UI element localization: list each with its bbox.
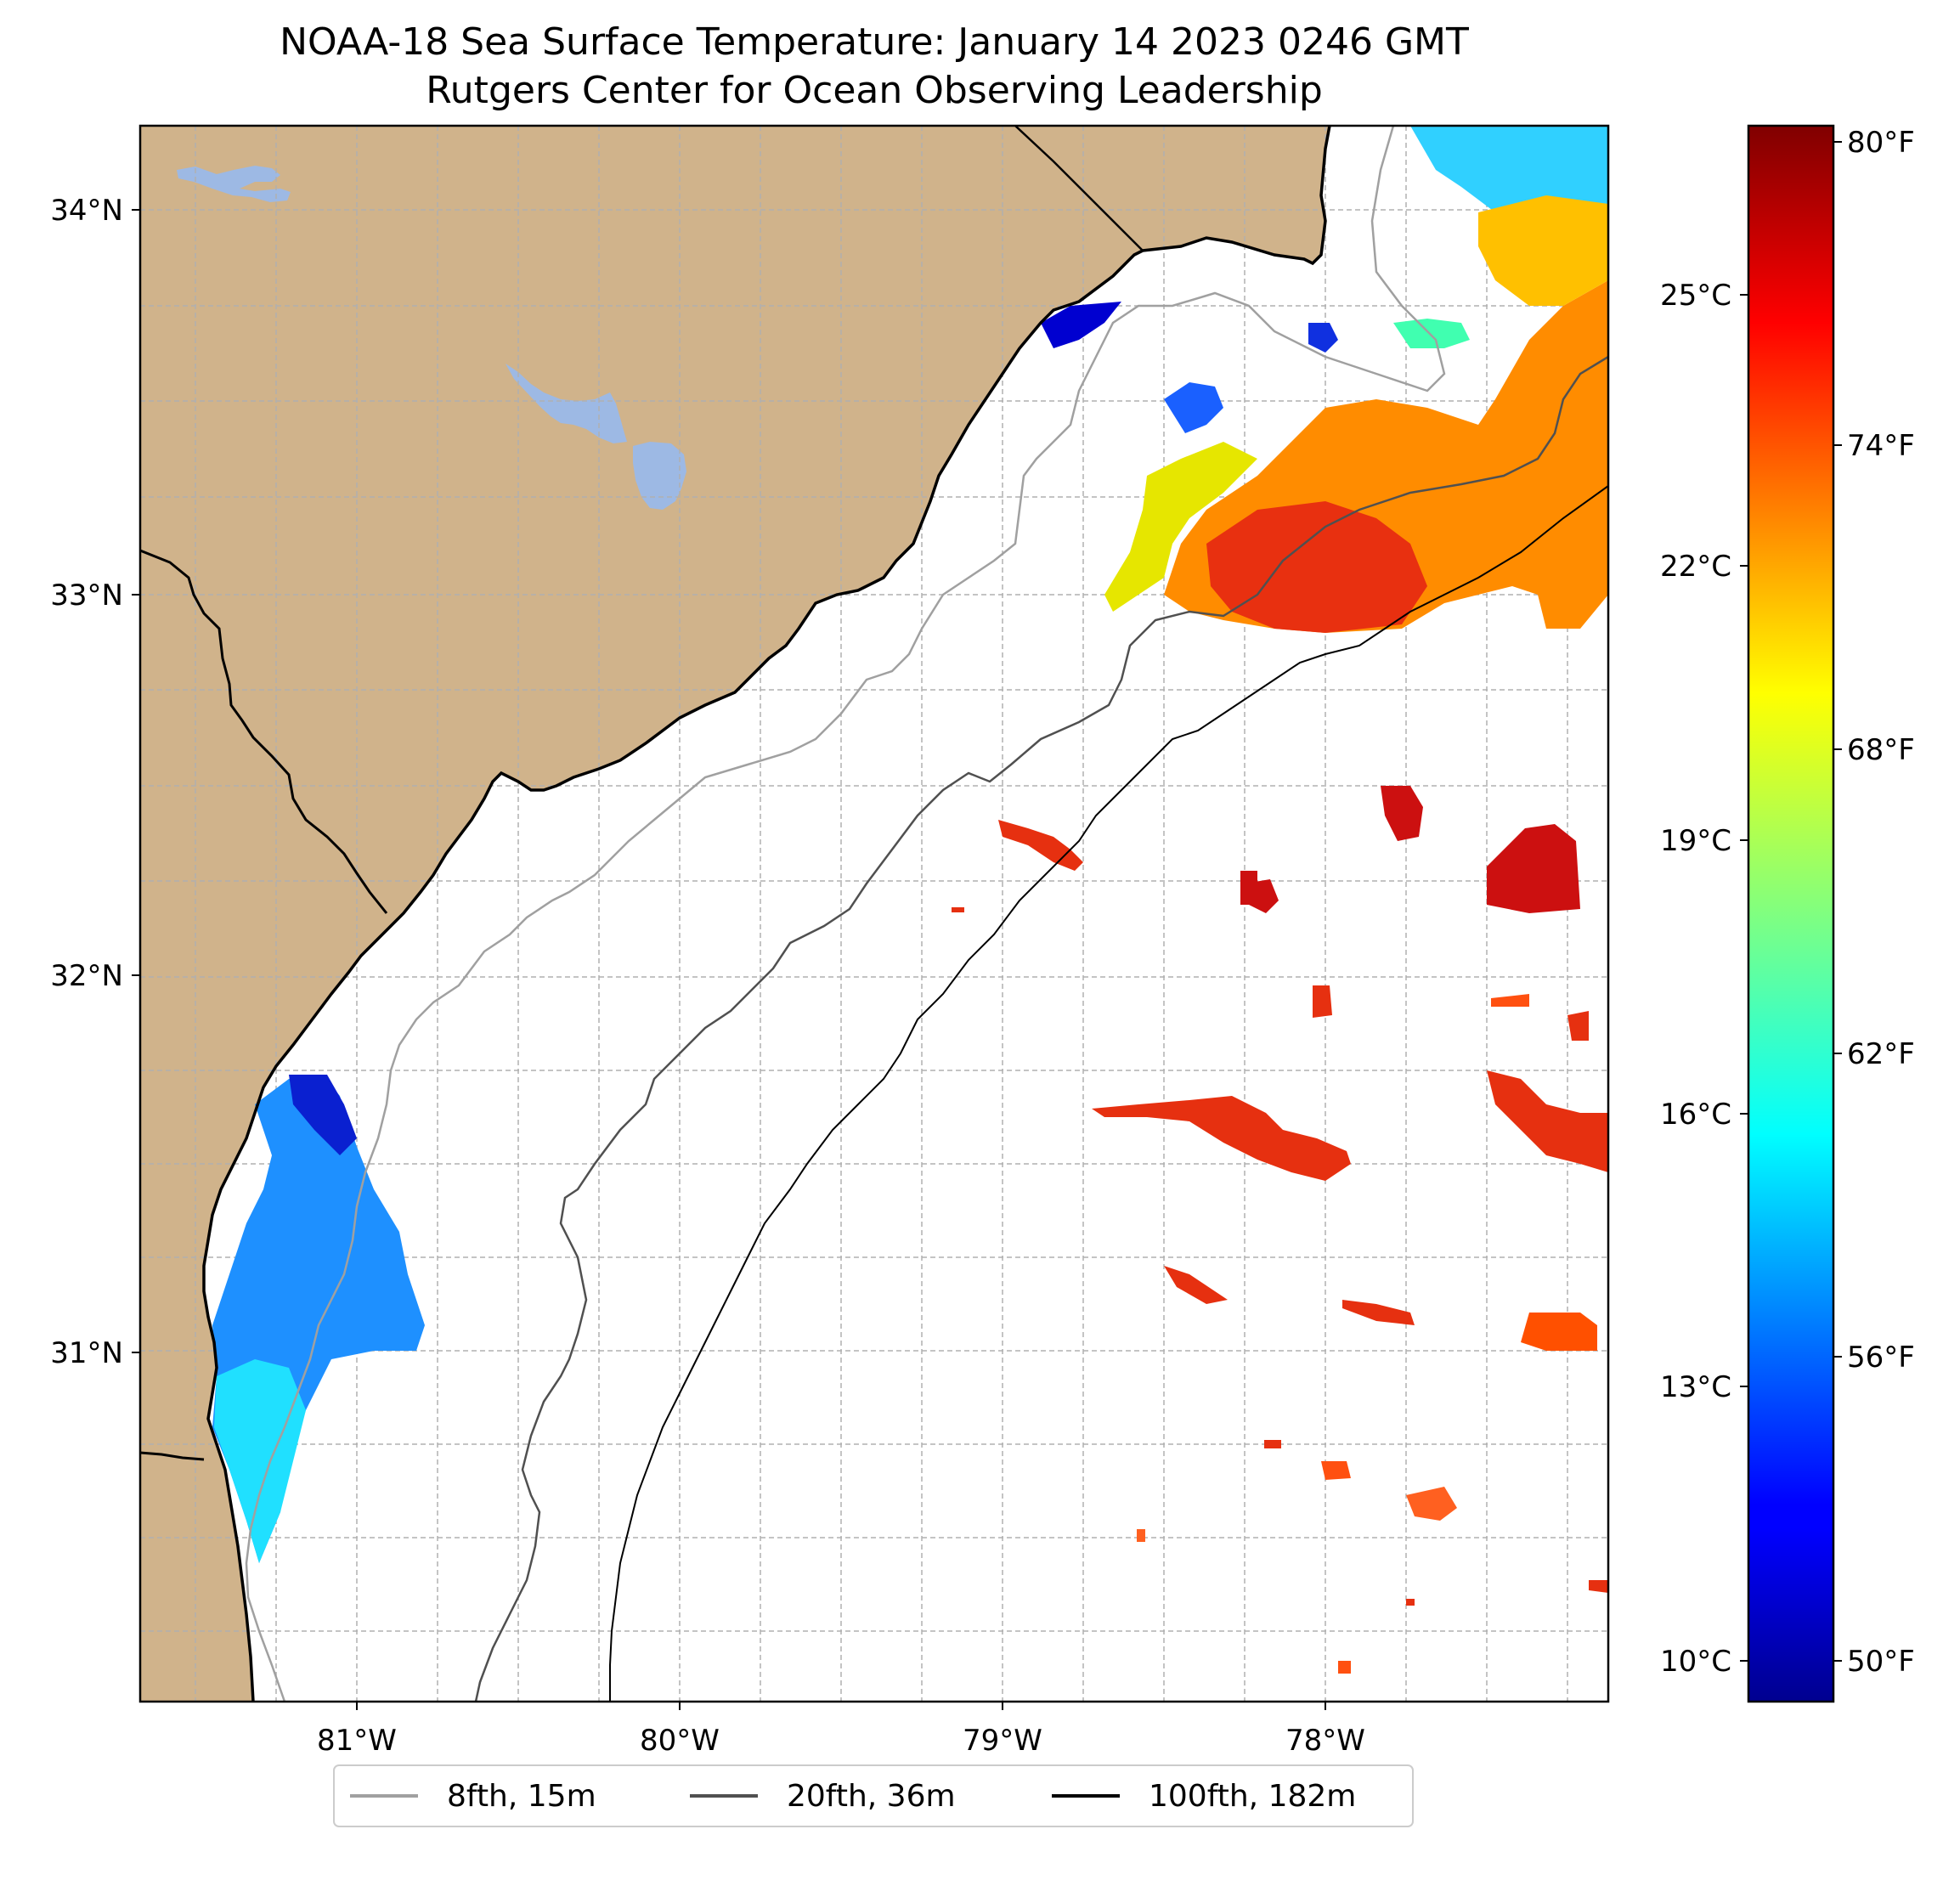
lat-tick-label: 32°N	[50, 959, 123, 993]
sst-patch-northeast-red	[1206, 501, 1427, 633]
state-border	[1014, 126, 1144, 251]
fahrenheit-tick-label: 62°F	[1847, 1037, 1915, 1071]
sst-patch-offshore-9	[1342, 1300, 1415, 1325]
sst-patch-offshore-11	[1406, 1487, 1457, 1521]
sst-data	[212, 126, 1608, 1674]
sst-patch-northeast-blue	[1164, 382, 1223, 433]
sst-patch-nearshore-north-2	[1308, 323, 1338, 353]
sst-patch-offshore-5	[1092, 1096, 1351, 1181]
lon-tick-label: 79°W	[963, 1724, 1042, 1758]
sst-patch-offshore-6	[1487, 1070, 1608, 1172]
lon-tick-label: 80°W	[640, 1724, 720, 1758]
map-title: NOAA-18 Sea Surface Temperature: January…	[280, 20, 1469, 64]
colorbar-celsius-ticks: 10°C 13°C 16°C 19°C 22°C 25°C	[1660, 279, 1748, 1679]
sst-patch-offshore-8	[1164, 1266, 1228, 1304]
map-frame	[138, 124, 1610, 1703]
sst-patch-southwest-cyan	[214, 1359, 306, 1563]
sst-patch-northeast-far	[1410, 126, 1608, 212]
sst-patch-offshore-16	[1338, 1661, 1351, 1674]
sst-patch-southwest-dark	[289, 1075, 357, 1155]
sst-patch-nearshore-north	[1041, 302, 1121, 348]
lon-tick-label: 81°W	[317, 1724, 397, 1758]
celsius-tick-label: 25°C	[1660, 279, 1731, 313]
sst-patch-offshore-13	[1491, 994, 1529, 1007]
lat-tick-label: 33°N	[50, 579, 123, 613]
fahrenheit-tick-label: 74°F	[1847, 429, 1915, 463]
colorbar-fahrenheit-ticks: 50°F 56°F 62°F 68°F 74°F 80°F	[1833, 126, 1915, 1679]
lat-tick-label: 31°N	[50, 1336, 123, 1370]
fahrenheit-tick-label: 68°F	[1847, 733, 1915, 767]
colorbar: 10°C 13°C 16°C 19°C 22°C 25°C 50°F 56°F …	[1660, 124, 1915, 1703]
celsius-tick-label: 19°C	[1660, 824, 1731, 858]
lake-top-left	[177, 166, 291, 202]
lat-tick-label: 34°N	[50, 194, 123, 228]
celsius-tick-label: 13°C	[1660, 1370, 1731, 1404]
lon-axis: 81°W 80°W 79°W 78°W	[317, 1702, 1365, 1758]
sst-patch-offshore-10	[1521, 1313, 1597, 1351]
legend-label: 8fth, 15m	[447, 1779, 596, 1814]
sst-patch-northeast-yellow	[1104, 442, 1257, 612]
sst-patch-offshore-18	[952, 907, 964, 912]
fahrenheit-tick-label: 50°F	[1847, 1645, 1915, 1679]
coastline	[202, 126, 1331, 1702]
sst-patch-offshore-21	[1137, 1529, 1145, 1542]
sst-patch-offshore-3	[1487, 824, 1580, 913]
celsius-tick-label: 22°C	[1660, 550, 1731, 584]
legend: 8fth, 15m 20fth, 36m 100fth, 182m	[333, 1764, 1414, 1827]
fahrenheit-tick-label: 80°F	[1847, 126, 1915, 160]
lat-axis: 34°N 33°N 32°N 31°N	[50, 194, 140, 1370]
sst-patch-offshore-17	[1240, 871, 1257, 905]
legend-label: 100fth, 182m	[1149, 1779, 1356, 1814]
sst-patch-offshore-2	[1381, 786, 1423, 841]
legend-entry-100fth: 100fth, 182m	[1052, 1779, 1356, 1814]
lake-marion	[506, 364, 627, 443]
sst-patch-offshore-19	[1406, 1599, 1415, 1606]
sst-patch-offshore-15	[1589, 1580, 1608, 1593]
sst-patch-offshore-14	[1567, 1011, 1589, 1041]
sst-patch-northeast-cyan	[1393, 319, 1470, 348]
lon-tick-label: 78°W	[1285, 1724, 1365, 1758]
graticule	[140, 126, 1608, 1702]
map-subtitle: Rutgers Center for Ocean Observing Leade…	[426, 69, 1323, 112]
celsius-tick-label: 10°C	[1660, 1645, 1731, 1679]
map-area	[140, 126, 1608, 1702]
celsius-tick-label: 16°C	[1660, 1098, 1731, 1132]
contour-100fth	[609, 485, 1608, 1702]
legend-entry-8fth: 8fth, 15m	[350, 1779, 596, 1814]
sst-patch-offshore-20	[1264, 1440, 1281, 1448]
contour-20fth	[474, 355, 1608, 1702]
legend-entry-20fth: 20fth, 36m	[690, 1779, 956, 1814]
sst-patch-offshore-7	[1313, 985, 1332, 1018]
sst-patch-offshore-12	[1321, 1461, 1351, 1480]
legend-box	[333, 1764, 1414, 1827]
river-savannah	[140, 549, 388, 914]
river-south	[140, 1451, 205, 1461]
legend-label: 20fth, 36m	[787, 1779, 956, 1814]
lake-moultrie	[633, 442, 686, 510]
sst-patch-northeast-mid	[1478, 195, 1608, 306]
colorbar-gradient	[1747, 124, 1835, 1703]
contour-8fth	[245, 126, 1446, 1702]
fahrenheit-tick-label: 56°F	[1847, 1341, 1915, 1375]
